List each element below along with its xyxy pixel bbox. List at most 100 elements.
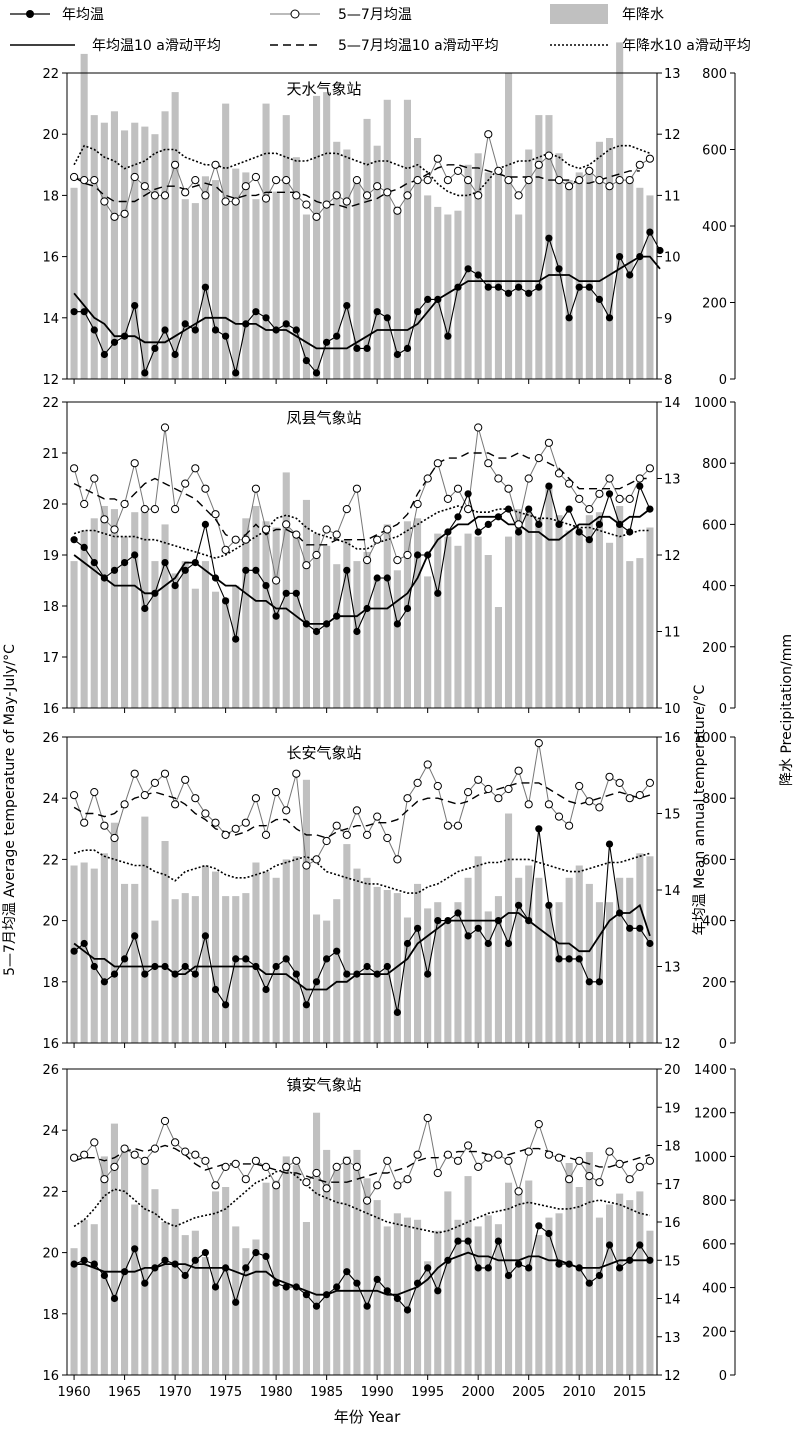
- mayjul-temp-point: [312, 1168, 321, 1178]
- panels: 天水气象站12141618202289101112130200400600800…: [42, 42, 736, 1400]
- annual-temp-point: [191, 559, 199, 567]
- mayjul-temp-point: [282, 520, 291, 529]
- mayjul-temp-point: [120, 800, 129, 809]
- precip-bar: [80, 530, 88, 708]
- mayjul-temp-point: [221, 545, 230, 555]
- annual-temp-point: [161, 962, 169, 971]
- mayjul-temp-point: [625, 494, 634, 503]
- precip-bar: [242, 172, 250, 379]
- x-tick-label: 1985: [310, 1385, 343, 1400]
- precip-bar: [565, 530, 573, 708]
- precip-tick-label: 400: [702, 915, 727, 930]
- precip-bar: [646, 1230, 654, 1375]
- precip-bar: [70, 1248, 78, 1375]
- precip-tick-label: 800: [702, 792, 727, 807]
- precip-bar: [403, 1217, 411, 1375]
- annual-temp-point: [121, 332, 129, 340]
- annual-temp-point: [232, 369, 240, 377]
- annual-temp-point: [110, 338, 119, 346]
- precip-bar: [474, 153, 482, 379]
- mayjul-temp-point: [332, 821, 341, 830]
- precip-bar: [606, 542, 614, 708]
- annual-temp-point: [292, 1283, 300, 1291]
- mayjul-temp-point: [403, 794, 412, 803]
- precip-tick-label: 200: [702, 1325, 727, 1340]
- precip-ma-line: [73, 505, 650, 559]
- annual-temp-point: [535, 1222, 543, 1230]
- precip-bar: [252, 862, 260, 1043]
- mayjul-temp-point: [554, 176, 564, 185]
- precip-bar: [616, 506, 624, 708]
- mayjul-temp-point: [342, 1156, 351, 1165]
- mayjul-temp-point: [171, 1138, 180, 1147]
- annual-temp-point: [141, 970, 149, 978]
- mayjul-temp-point: [565, 182, 574, 191]
- annual-temp-point: [504, 505, 513, 513]
- annual-temp-point: [403, 604, 412, 613]
- annual-temp-point: [616, 253, 624, 261]
- mayjul-temp-point: [403, 550, 412, 560]
- mayjul-temp-point: [191, 1150, 200, 1159]
- annual-temp-point: [161, 1256, 169, 1264]
- left-tick-label: 19: [42, 549, 59, 564]
- mayjul-temp-point: [130, 172, 139, 182]
- annual-temp-point: [70, 536, 78, 544]
- precip-bar: [100, 853, 108, 1043]
- mayjul-temp-point: [332, 191, 341, 200]
- precip-bar: [535, 877, 543, 1043]
- annual-tick-label: 10: [664, 251, 681, 266]
- x-tick-label: 1975: [209, 1385, 242, 1400]
- y-axis-annual-label: 年均温 Mean annual temperature/°C: [692, 684, 708, 935]
- precip-bar: [353, 180, 361, 379]
- annual-temp-point: [383, 962, 391, 971]
- annual-temp-point: [201, 932, 209, 940]
- annual-temp-point: [110, 970, 119, 978]
- annual-tick-label: 12: [664, 1037, 681, 1052]
- annual-temp-point: [414, 924, 422, 932]
- panel-4: 镇安气象站16182022242612131415161718192002004…: [42, 1063, 736, 1400]
- mayjul-temp-point: [90, 176, 99, 185]
- left-tick-label: 22: [42, 67, 59, 82]
- precip-bar: [525, 865, 533, 1043]
- annual-temp-point: [110, 1294, 119, 1303]
- panel-1: 天水气象站 12 14 16 18 20 22 8 9 10 11 12 13 0 200 400 600 800: [42, 42, 736, 388]
- precip-bar: [616, 877, 624, 1043]
- precip-bar: [383, 99, 391, 380]
- mayjul-temp-point: [130, 1150, 139, 1159]
- precip-bar: [585, 515, 593, 708]
- annual-temp-point: [312, 369, 321, 377]
- annual-temp-point: [636, 253, 644, 261]
- annual-temp-point: [151, 962, 159, 971]
- precip-bar: [545, 905, 553, 1043]
- annual-tick-label: 17: [664, 1178, 681, 1193]
- mayjul-temp-point: [585, 166, 594, 175]
- mayjul-temp-point: [251, 172, 260, 182]
- left-tick-label: 16: [42, 1037, 59, 1052]
- x-tick-label: 1965: [108, 1385, 141, 1400]
- precip-bar: [201, 561, 209, 708]
- precip-bar: [201, 1257, 209, 1375]
- precip-bar: [555, 902, 563, 1043]
- mayjul-temp-point: [322, 1184, 331, 1193]
- x-tick-label: 1980: [260, 1385, 293, 1400]
- mayjul-temp-point: [302, 861, 311, 870]
- mayjul-temp-point: [383, 833, 392, 843]
- annual-temp-point: [80, 1256, 88, 1264]
- precip-bar: [575, 1187, 583, 1375]
- annual-temp-point: [90, 962, 98, 971]
- mayjul-temp-point: [181, 188, 190, 197]
- left-tick-label: 26: [42, 731, 59, 746]
- mayjul-temp-point: [413, 499, 422, 509]
- annual-temp-point: [504, 939, 513, 948]
- annual-temp-point: [555, 265, 563, 273]
- x-tick-label: 2015: [613, 1385, 646, 1400]
- mayjul-temp-point: [524, 176, 533, 185]
- precip-bar: [302, 1222, 310, 1375]
- left-tick-label: 18: [42, 1308, 59, 1323]
- annual-temp-point: [161, 326, 169, 334]
- annual-temp-point: [605, 490, 614, 498]
- annual-temp-point: [525, 289, 533, 297]
- precip-bar: [525, 1180, 533, 1375]
- mayjul-temp-point: [504, 1156, 513, 1165]
- precip-bar: [131, 883, 139, 1043]
